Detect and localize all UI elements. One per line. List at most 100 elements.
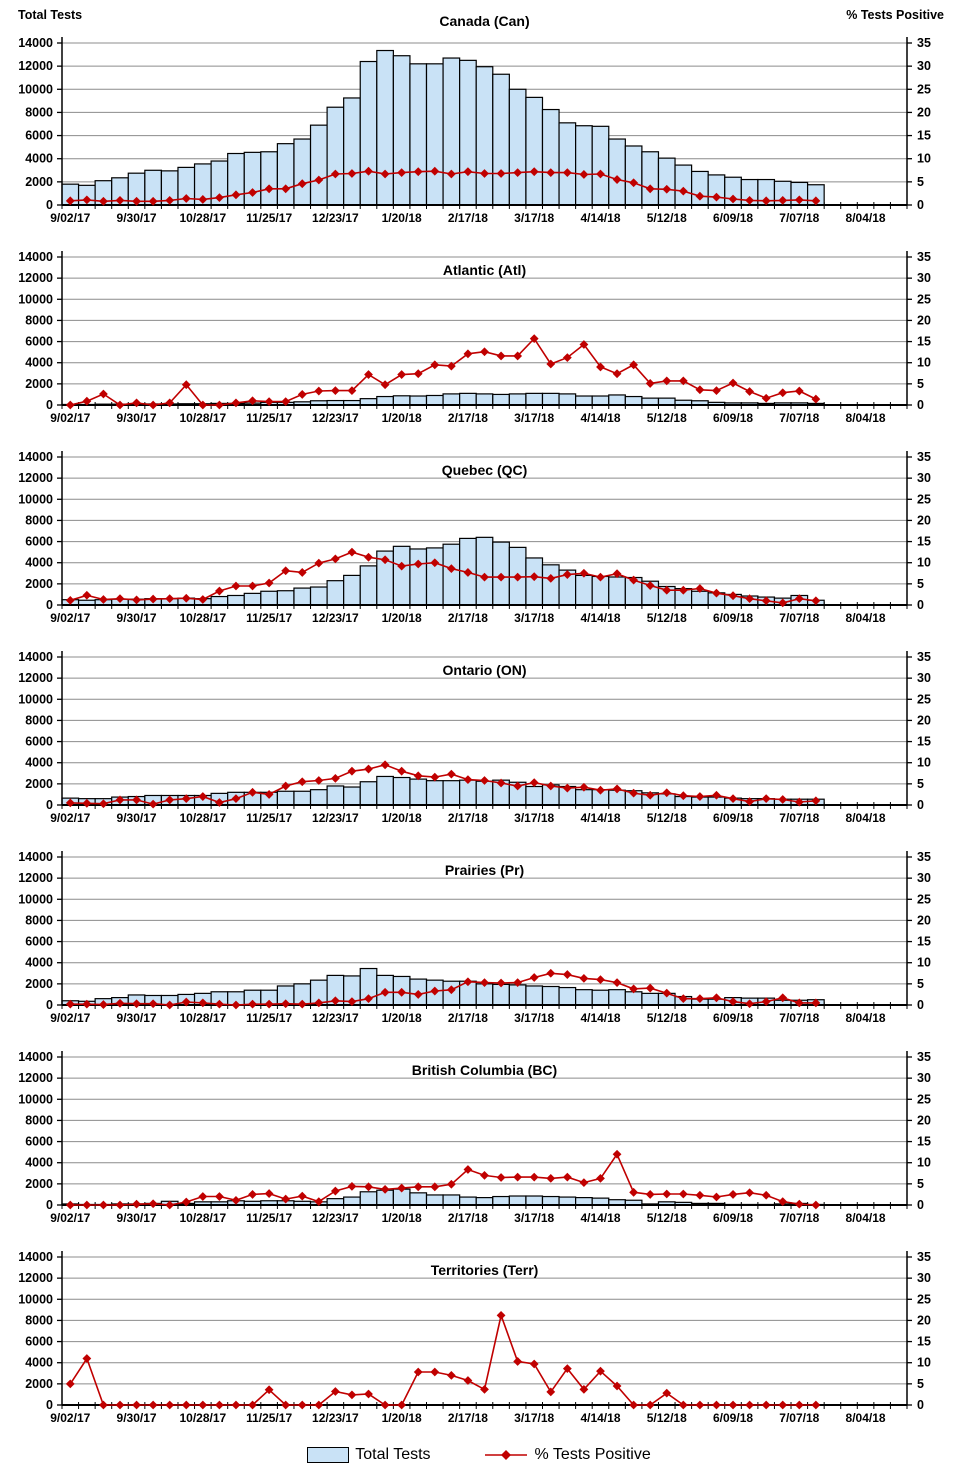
right-axis-tick-label: 20 <box>917 1113 931 1127</box>
total-tests-bar <box>392 395 411 406</box>
pct-positive-point <box>397 168 407 177</box>
left-axis-tick-label: 6000 <box>25 535 53 549</box>
pct-positive-point <box>496 978 506 988</box>
right-axis-tick-label: 20 <box>917 105 931 119</box>
pct-positive-point <box>463 167 473 177</box>
total-tests-bar <box>376 49 394 206</box>
pct-positive-point <box>65 196 75 206</box>
pct-positive-point <box>297 568 307 577</box>
pct-positive-point <box>562 783 572 793</box>
pct-positive-point <box>82 798 92 808</box>
total-tests-bar <box>575 125 593 206</box>
pct-positive-point <box>330 996 340 1006</box>
right-axis-tick-label: 35 <box>917 1050 931 1064</box>
pct-positive-point <box>364 1182 373 1192</box>
pct-positive-point <box>347 1181 357 1191</box>
total-tests-bar <box>326 580 345 606</box>
chart-title: Territories (Terr) <box>431 1262 539 1278</box>
x-axis-tick-label: 12/23/17 <box>312 1211 359 1225</box>
x-axis-tick-label: 4/14/18 <box>580 411 620 425</box>
pct-positive-point <box>629 1400 639 1410</box>
pct-positive-point <box>115 594 125 604</box>
pct-positive-point <box>264 578 274 588</box>
pct-positive-point <box>629 1187 639 1197</box>
right-axis-tick-label: 10 <box>917 1356 931 1370</box>
pct-positive-point <box>546 359 556 369</box>
pct-positive-point <box>231 1000 241 1010</box>
left-axis-tick-label: 12000 <box>18 1271 53 1285</box>
pct-positive-point <box>330 1186 340 1196</box>
pct-positive-point <box>712 993 721 1003</box>
pct-positive-point <box>761 596 771 606</box>
pct-positive-point <box>745 1188 754 1198</box>
pct-positive-point <box>297 1191 307 1201</box>
legend-item-total-tests: Total Tests <box>307 1446 431 1464</box>
pct-positive-point <box>364 994 373 1004</box>
pct-positive-point <box>82 396 92 406</box>
total-tests-bar <box>525 392 544 406</box>
left-axis-tick-label: 8000 <box>25 105 53 119</box>
pct-positive-point <box>330 554 340 564</box>
right-axis-tick-label: 5 <box>917 1377 924 1391</box>
right-axis-tick-label: 25 <box>917 82 931 96</box>
pct-positive-point <box>761 196 771 206</box>
left-axis-tick-label: 4000 <box>25 152 53 166</box>
x-axis-tick-label: 2/17/18 <box>448 1411 488 1425</box>
total-tests-bar <box>608 138 626 206</box>
total-tests-bar <box>525 557 544 606</box>
left-axis-tick-label: 10000 <box>18 292 53 306</box>
pct-positive-point <box>546 573 556 583</box>
right-axis-tick-label: 5 <box>917 777 924 791</box>
pct-positive-point <box>264 184 274 194</box>
x-axis-tick-label: 11/25/17 <box>246 1011 292 1025</box>
right-axis-tick-label: 30 <box>917 271 931 285</box>
x-axis-tick-label: 1/20/18 <box>382 1211 422 1225</box>
right-axis-tick-label: 30 <box>917 671 931 685</box>
territories-chart-svg: 0 2000 4000 6000 8000 10000 12000 14000 0 5 10 15 20… <box>18 1250 931 1425</box>
pct-positive-point <box>728 794 738 804</box>
total-tests-bar <box>293 138 312 206</box>
total-tests-bar <box>508 88 527 206</box>
left-axis-tick-label: 10000 <box>18 1092 53 1106</box>
x-axis-tick-label: 6/09/18 <box>713 411 753 425</box>
x-axis-tick-label: 8/04/18 <box>846 811 886 825</box>
pct-positive-point <box>397 370 407 379</box>
total-tests-bar <box>475 1197 494 1206</box>
x-axis-tick-label: 2/17/18 <box>448 811 488 825</box>
pct-positive-point <box>579 782 589 792</box>
pct-positive-point <box>678 791 688 801</box>
pct-positive-point <box>712 1192 721 1202</box>
prairies-chart-svg: 0 2000 4000 6000 8000 10000 12000 14000 0 5 10 15 20… <box>18 850 931 1025</box>
left-axis-tick-label: 14000 <box>18 36 53 50</box>
total-tests-bar <box>376 775 394 806</box>
right-axis-tick-label: 30 <box>917 471 931 485</box>
total-tests-bar <box>392 776 411 806</box>
right-axis-tick-label: 0 <box>917 398 924 412</box>
pct-positive-point <box>198 595 208 604</box>
pct-positive-point <box>695 1190 705 1200</box>
left-axis-tick-label: 14000 <box>18 450 53 464</box>
left-axis-tick-label: 2000 <box>25 777 53 791</box>
right-axis-tick-label: 35 <box>917 1250 931 1264</box>
pct-positive-point <box>745 797 754 807</box>
total-tests-bar <box>657 157 676 206</box>
x-axis-tick-label: 1/20/18 <box>382 811 422 825</box>
pct-positive-point <box>446 564 456 574</box>
pct-positive-point <box>480 347 489 357</box>
x-axis-tick-label: 1/20/18 <box>382 1011 422 1025</box>
pct-positive-point <box>579 973 589 983</box>
pct-positive-point <box>778 195 788 205</box>
total-tests-bar <box>425 780 444 806</box>
pct-positive-point <box>148 1400 158 1410</box>
pct-positive-point <box>695 191 705 201</box>
left-axis-tick-label: 10000 <box>18 82 53 96</box>
pct-positive-point <box>629 984 639 994</box>
pct-positive-point <box>728 194 738 204</box>
left-axis-tick-label: 4000 <box>25 556 53 570</box>
pct-positive-point <box>215 586 224 596</box>
total-tests-bar <box>359 1191 378 1206</box>
pct-positive-point <box>480 1384 489 1394</box>
total-tests-bar <box>608 989 626 1006</box>
left-axis-tick-label: 2000 <box>25 577 53 591</box>
x-axis-tick-label: 11/25/17 <box>246 611 292 625</box>
